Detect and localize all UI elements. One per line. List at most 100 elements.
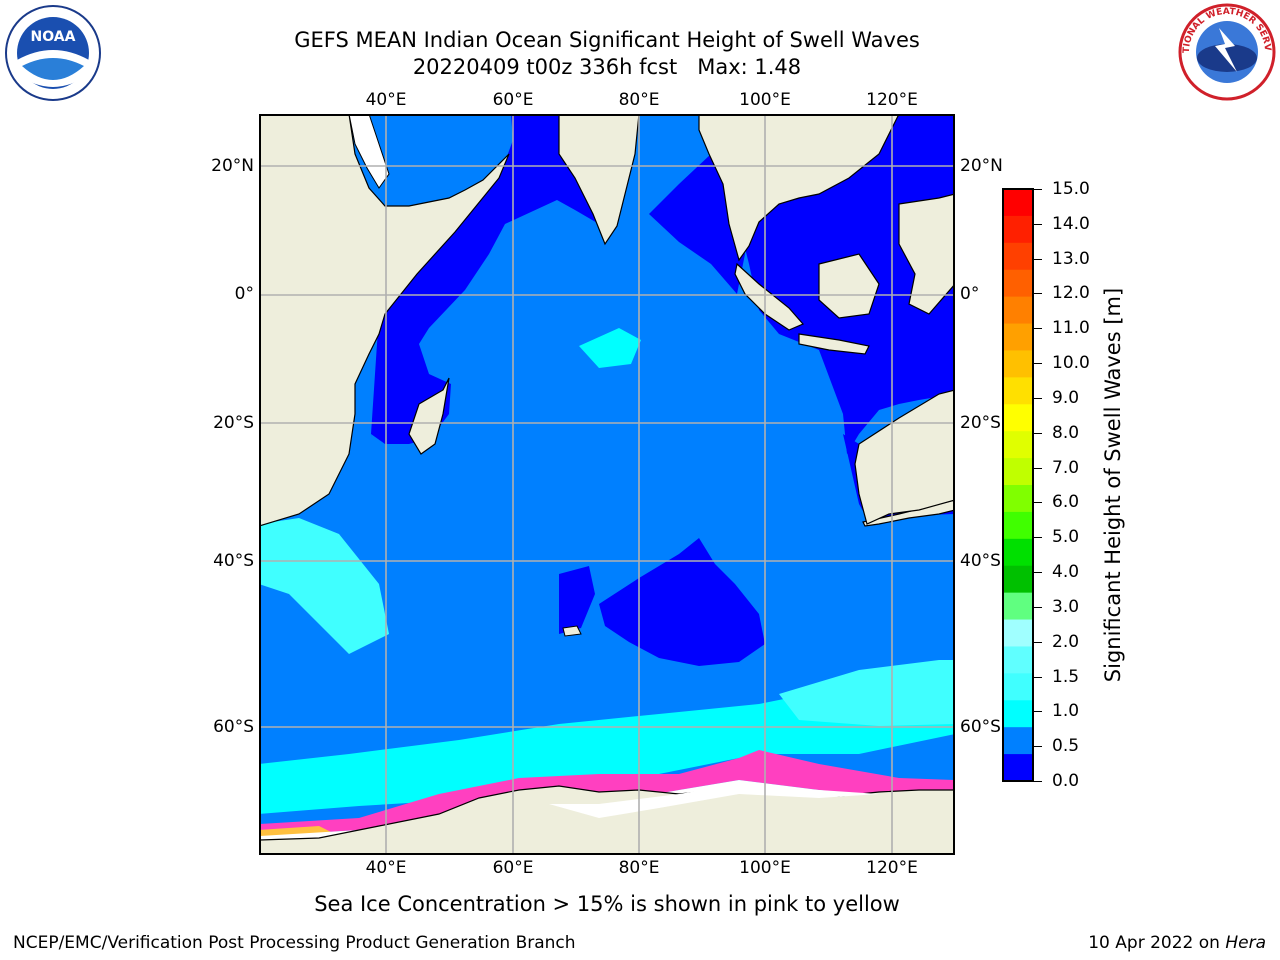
- lat-label-right: 20°N: [960, 156, 1003, 176]
- lon-label-bottom: 40°E: [365, 858, 407, 878]
- colorbar-tick-mark: [1034, 606, 1042, 608]
- land-madagascar: [408, 377, 450, 455]
- footer-date: 10 Apr 2022 on Hera: [1088, 933, 1266, 953]
- national-weather-service-logo-icon: NATIONAL WEATHER SERVICE: [1177, 2, 1276, 101]
- lat-label-right: 60°S: [960, 717, 1001, 737]
- land-antarctica-ice-shelf: [549, 784, 879, 818]
- colorbar-tick-label: 6.0: [1052, 492, 1080, 513]
- colorbar-tick-mark: [1034, 641, 1042, 643]
- lon-label-top: 80°E: [618, 90, 660, 110]
- lon-label-bottom: 60°E: [492, 858, 534, 878]
- land-sumatra: [734, 262, 804, 331]
- colorbar-tick-label: 5.0: [1052, 527, 1080, 548]
- colorbar-segment: [1003, 700, 1033, 728]
- colorbar-tick-mark: [1034, 397, 1042, 399]
- colorbar-tick-mark: [1034, 432, 1042, 434]
- colorbar-segment: [1003, 189, 1033, 217]
- colorbar-segment: [1003, 242, 1033, 271]
- ocean-1-0-1-5-southern-band: [260, 674, 954, 814]
- colorbar-tick-label: 9.0: [1052, 387, 1080, 408]
- colorbar-tick-label: 1.0: [1052, 701, 1080, 722]
- map-grid: [260, 115, 954, 854]
- colorbar-tick-label: 11.0: [1052, 318, 1090, 339]
- lon-label-top: 40°E: [365, 90, 407, 110]
- land-southeast-asia: [698, 115, 900, 262]
- lon-label-bottom: 80°E: [618, 858, 660, 878]
- lat-label-right: 20°S: [960, 413, 1001, 433]
- colorbar-tick-mark: [1034, 189, 1042, 190]
- lat-label-right: 40°S: [960, 551, 1001, 571]
- colorbar-tick-mark: [1034, 467, 1042, 469]
- colorbar-segment: [1003, 646, 1033, 674]
- ocean-0-0-5-southern-blob: [599, 538, 765, 666]
- colorbar-segment: [1003, 350, 1033, 378]
- colorbar-tick-label: 1.5: [1052, 666, 1080, 687]
- ocean-1-0-1-5-west-south: [260, 518, 389, 654]
- colorbar-segment: [1003, 269, 1033, 298]
- lon-label-bottom: 120°E: [866, 858, 918, 878]
- footer-date-text: 10 Apr 2022 on: [1088, 933, 1226, 953]
- map-frame: [259, 114, 955, 855]
- lon-label-top: 100°E: [739, 90, 791, 110]
- colorbar-label: Significant Height of Swell Waves [m]: [1101, 287, 1125, 683]
- svg-text:NOAA: NOAA: [31, 29, 76, 45]
- noaa-logo-icon: NOAA: [5, 5, 101, 101]
- ocean-0-0-5-small-patch: [559, 566, 595, 634]
- colorbar-tick-label: 13.0: [1052, 248, 1090, 269]
- colorbar-tick-label: 12.0: [1052, 283, 1090, 304]
- land-philippines-sulawesi: [898, 193, 954, 315]
- chart-title: GEFS MEAN Indian Ocean Significant Heigh…: [294, 28, 920, 52]
- colorbar-tick-mark: [1034, 328, 1042, 330]
- colorbar-segment: [1003, 727, 1033, 755]
- lat-label-right: 0°: [960, 284, 980, 304]
- colorbar-segment: [1003, 511, 1033, 540]
- colorbar-segment: [1003, 592, 1033, 621]
- lat-label-left: 20°S: [213, 413, 254, 433]
- land-red-sea: [348, 115, 390, 189]
- colorbar-tick-mark: [1034, 711, 1042, 713]
- lon-label-top: 60°E: [492, 90, 534, 110]
- lat-label-left: 0°: [234, 284, 254, 304]
- colorbar-tick-mark: [1034, 676, 1042, 678]
- lat-label-left: 60°S: [213, 717, 254, 737]
- footer-branch: NCEP/EMC/Verification Post Processing Pr…: [13, 933, 576, 953]
- colorbar-segment: [1003, 538, 1033, 567]
- colorbar-tick-mark: [1034, 781, 1042, 782]
- colorbar-segment: [1003, 565, 1033, 594]
- sea-ice-caption: Sea Ice Concentration > 15% is shown in …: [314, 892, 900, 916]
- lon-label-bottom: 100°E: [739, 858, 791, 878]
- land-borneo: [818, 253, 880, 319]
- colorbar-tick-mark: [1034, 258, 1042, 260]
- colorbar-segment: [1003, 296, 1033, 325]
- colorbar-tick-mark: [1034, 223, 1042, 225]
- colorbar-tick-label: 15.0: [1052, 179, 1090, 199]
- colorbar-tick-mark: [1034, 363, 1042, 365]
- colorbar-segment: [1003, 754, 1033, 782]
- colorbar-tick-mark: [1034, 502, 1042, 504]
- colorbar-tick-label: 7.0: [1052, 457, 1080, 478]
- colorbar-tick-mark: [1034, 537, 1042, 539]
- ocean-1-0-1-5-east-band: [779, 660, 954, 726]
- colorbar-tick-label: 0.5: [1052, 736, 1080, 757]
- colorbar-segment: [1003, 215, 1033, 244]
- colorbar-tick-mark: [1034, 293, 1042, 295]
- colorbar-tick-label: 2.0: [1052, 631, 1080, 652]
- colorbar-segment: [1003, 404, 1033, 432]
- colorbar-segment: [1003, 458, 1033, 486]
- ocean-0-0-5-bay-of-bengal: [649, 154, 745, 294]
- colorbar-tick-label: 0.0: [1052, 771, 1080, 791]
- colorbar-tick-label: 4.0: [1052, 562, 1080, 583]
- ocean-0-0-5-arabian-sea: [371, 115, 639, 438]
- ocean-1-0-1-5-patch: [579, 328, 641, 368]
- colorbar-tick-mark: [1034, 746, 1042, 748]
- colorbar-tick-mark: [1034, 572, 1042, 574]
- colorbar-segment: [1003, 323, 1033, 352]
- colorbar-tick-label: 10.0: [1052, 353, 1090, 374]
- swell-height-map: [259, 114, 955, 855]
- footer-host: Hera: [1225, 933, 1266, 953]
- land-java: [798, 333, 870, 355]
- colorbar-segment: [1003, 485, 1033, 513]
- lon-label-top: 120°E: [866, 90, 918, 110]
- colorbar-segment: [1003, 673, 1033, 701]
- land-antarctica: [260, 785, 954, 854]
